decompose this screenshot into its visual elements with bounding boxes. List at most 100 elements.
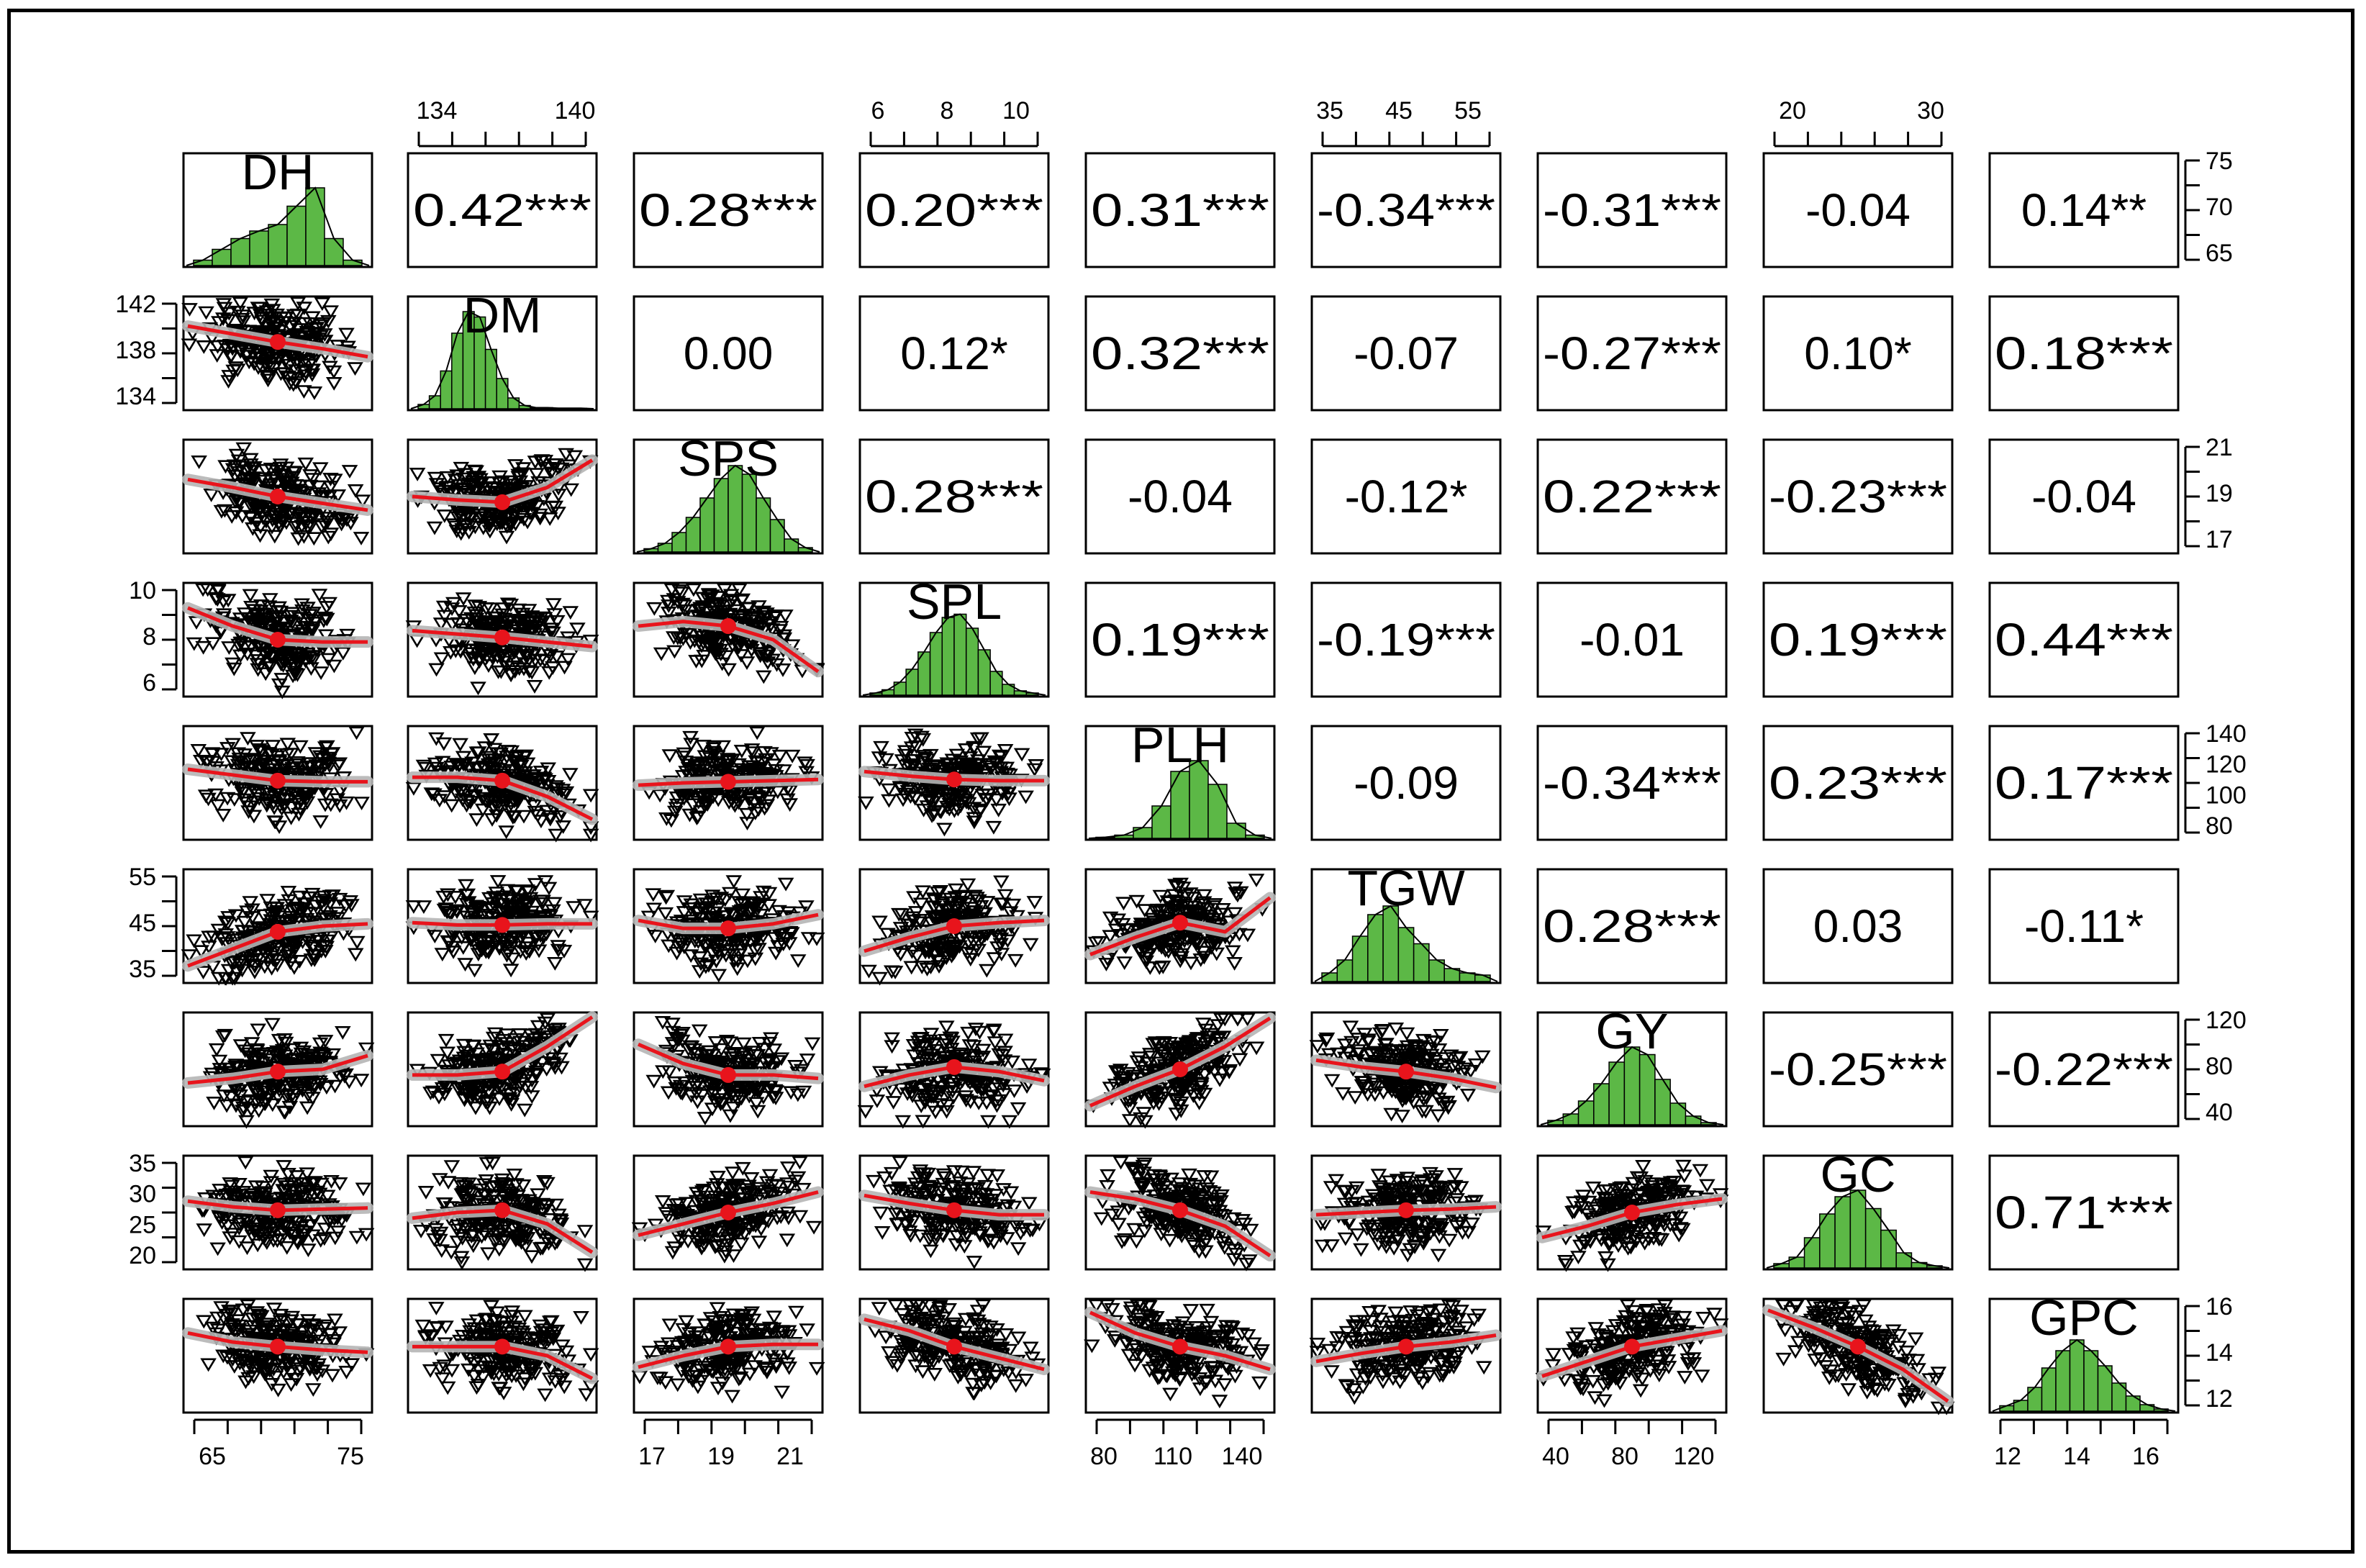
- mean-point: [1398, 1202, 1414, 1218]
- histogram-TGW: [1314, 905, 1498, 982]
- correlation-6-8: -0.22***: [1995, 1043, 2173, 1095]
- axis-tick-label: 80: [1090, 1443, 1118, 1470]
- panel-4-8: [1988, 725, 2180, 841]
- correlation-0-2: 0.28***: [639, 184, 817, 236]
- mean-point: [494, 629, 510, 645]
- axis-tick-label: 120: [2206, 751, 2247, 779]
- panel-0-8: [1988, 152, 2180, 268]
- correlation-2-6: 0.22***: [1543, 471, 1721, 522]
- mean-point: [1850, 1338, 1866, 1355]
- axis-tick-label: 80: [1611, 1443, 1638, 1470]
- axis-tick-label: 80: [2206, 1053, 2233, 1080]
- scatter-6-3: [857, 1020, 1051, 1129]
- scatter-7-6: [1535, 1159, 1729, 1272]
- right-axis-6: 120 80 40: [2184, 1007, 2247, 1126]
- density-curve: [1088, 759, 1272, 839]
- scatter-8-0: [182, 1299, 375, 1397]
- scatter-6-0: [182, 1018, 375, 1129]
- variable-name-PLH: PLH: [1131, 717, 1229, 773]
- mean-point: [720, 774, 736, 790]
- histogram-bar: [1638, 1053, 1656, 1125]
- scatter-4-2: [633, 726, 824, 831]
- density-curve: [636, 464, 820, 553]
- histogram-bar: [1834, 1196, 1851, 1269]
- scatter-1-0: [181, 296, 373, 400]
- scatter-7-3: [858, 1156, 1050, 1269]
- scatter-4-3: [858, 728, 1050, 837]
- axis-tick-label: 8: [142, 623, 156, 651]
- panel-7-8: [1988, 1154, 2180, 1271]
- bottom-axis-4: 80 110 140: [1090, 1418, 1265, 1470]
- left-axis-7: 35 30 25 20: [129, 1150, 178, 1269]
- axis-tick-label: 65: [199, 1443, 226, 1470]
- histogram-bar: [1864, 1207, 1882, 1269]
- mean-point: [1172, 1061, 1188, 1077]
- axis-tick-label: 142: [115, 291, 156, 318]
- variable-name-DH: DH: [241, 144, 314, 200]
- panel-0-3: [858, 152, 1050, 268]
- panel-1-3: [858, 295, 1050, 412]
- panel-0-2: [633, 152, 824, 268]
- scatter-5-4: [1084, 874, 1276, 975]
- axis-tick-label: 12: [2206, 1385, 2233, 1413]
- scatter-7-0: [182, 1156, 375, 1258]
- mean-point: [946, 918, 962, 934]
- panel-1-8: [1988, 295, 2180, 412]
- histogram-bar: [929, 632, 943, 696]
- histogram-bar: [1669, 1102, 1687, 1125]
- scatter-8-4: [1084, 1299, 1276, 1409]
- panel-6-8: [1988, 1011, 2180, 1128]
- panel-3-5: [1310, 581, 1502, 698]
- histogram-bar: [496, 378, 509, 409]
- scatterplot-matrix: 0.42*** 0.28*** 0.20*** 0.31*** -0.34*** -0.3…: [115, 97, 2247, 1470]
- scatter-8-3: [858, 1299, 1050, 1401]
- axis-tick-label: 40: [1542, 1443, 1569, 1470]
- histogram-bar: [1474, 974, 1491, 982]
- correlation-2-8: -0.04: [2031, 471, 2136, 522]
- axis-tick-label: 110: [1153, 1443, 1192, 1470]
- mean-point: [1172, 1338, 1188, 1355]
- axis-tick-label: 25: [129, 1211, 156, 1238]
- histogram-bar: [249, 230, 269, 266]
- scatter-8-6: [1535, 1299, 1729, 1408]
- axis-tick-label: 65: [2206, 240, 2233, 267]
- histogram-bar: [507, 397, 520, 409]
- histogram-bar: [440, 370, 453, 409]
- top-axis-1: 134 140: [417, 97, 596, 148]
- density-curve: [1766, 1189, 1950, 1269]
- histogram-bar: [1880, 1229, 1897, 1269]
- scatter-2-1: [407, 448, 599, 545]
- density-curve: [410, 310, 594, 409]
- axis-tick-label: 16: [2132, 1443, 2159, 1470]
- correlation-7-8: 0.71***: [1995, 1187, 2173, 1238]
- axis-tick-label: 138: [115, 337, 156, 364]
- panel-2-6: [1536, 438, 1728, 555]
- panel-0-7: [1762, 152, 1954, 268]
- panel-3-8: [1988, 581, 2180, 698]
- left-axis-5: 55 45 35: [129, 864, 178, 983]
- scatter-3-2: [633, 583, 825, 684]
- density-curve: [1540, 1046, 1724, 1125]
- histogram-bar: [1170, 771, 1190, 839]
- scatter-6-5: [1309, 1020, 1502, 1124]
- axis-tick-label: 35: [129, 956, 156, 983]
- correlation-4-8: 0.17***: [1995, 757, 2173, 809]
- histogram-GY: [1540, 1046, 1724, 1125]
- axis-tick-label: 140: [555, 97, 596, 124]
- mean-point: [494, 1064, 510, 1080]
- scatter-5-3: [858, 875, 1050, 986]
- figure-frame: 0.42*** 0.28*** 0.20*** 0.31*** -0.34*** -0.3…: [7, 9, 2354, 1554]
- histogram-bar: [1382, 905, 1400, 982]
- mean-point: [1624, 1338, 1640, 1355]
- histogram-bar: [230, 237, 250, 266]
- axis-tick-label: 10: [129, 577, 156, 604]
- scatter-8-7: [1762, 1299, 1955, 1415]
- correlation-2-3: 0.28***: [865, 471, 1043, 522]
- top-axis-7: 20 30: [1773, 97, 1944, 148]
- histogram-bar: [1133, 827, 1153, 839]
- scatter-5-1: [405, 875, 599, 978]
- correlation-1-3: 0.12*: [900, 327, 1007, 379]
- panel-4-6: [1536, 725, 1728, 841]
- mean-point: [494, 494, 510, 510]
- correlation-3-8: 0.44***: [1995, 614, 2173, 666]
